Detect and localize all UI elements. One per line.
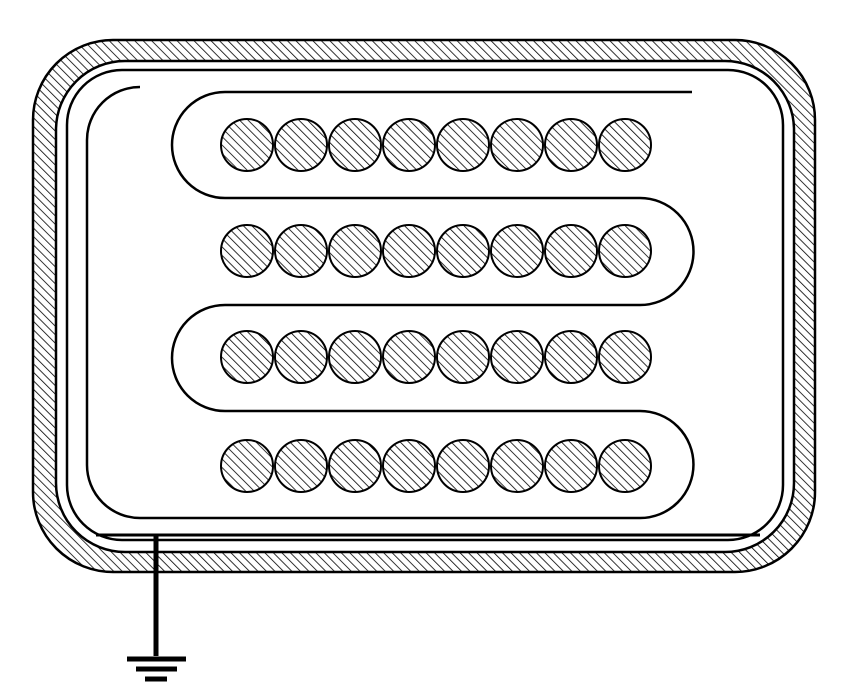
conductor [220,224,274,278]
conductor [436,118,490,172]
conductor-row [220,224,652,278]
conductor [328,330,382,384]
conductor [274,224,328,278]
conductor [544,118,598,172]
conductor-row [220,330,652,384]
conductor [382,439,436,493]
outer-jacket [31,38,817,574]
conductor [382,330,436,384]
conductor [274,118,328,172]
ground-symbol [127,535,186,682]
conductor [544,330,598,384]
conductor [274,439,328,493]
conductor-group [220,118,652,493]
conductor [490,224,544,278]
conductor [436,439,490,493]
conductor [328,118,382,172]
conductor [220,118,274,172]
conductor [382,224,436,278]
conductor [544,224,598,278]
conductor [598,118,652,172]
conductor [328,224,382,278]
conductor [328,439,382,493]
conductor [598,330,652,384]
conductor [274,330,328,384]
conductor-row [220,118,652,172]
outer-jacket-ring [31,38,817,574]
inner-insulation-boundary [65,68,785,542]
conductor [436,330,490,384]
conductor [382,118,436,172]
conductor [544,439,598,493]
conductor [598,224,652,278]
serpentine-shield [85,85,695,520]
conductor [490,330,544,384]
conductor [220,439,274,493]
conductor-row [220,439,652,493]
conductor [220,330,274,384]
conductor [490,439,544,493]
conductor [598,439,652,493]
conductor [436,224,490,278]
conductor [490,118,544,172]
